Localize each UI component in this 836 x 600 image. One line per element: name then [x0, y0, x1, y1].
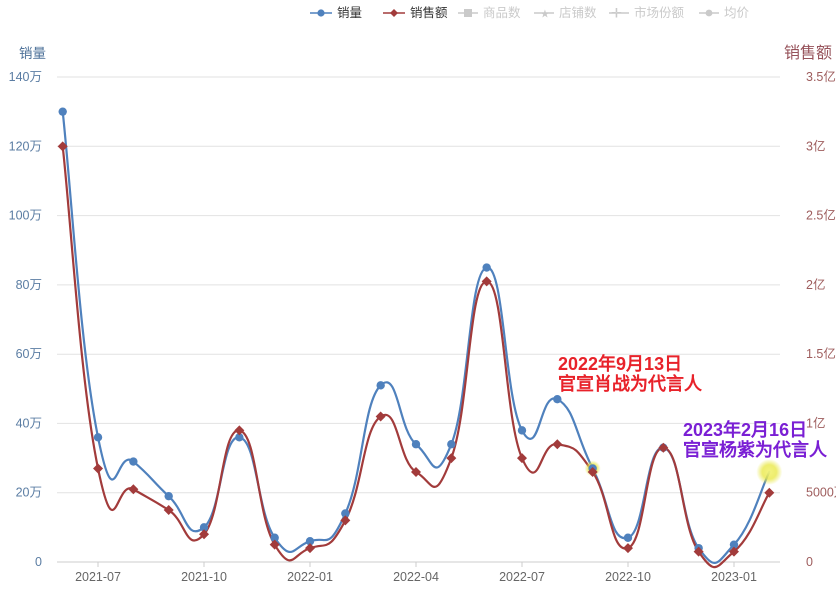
svg-text:官宣肖战为代言人: 官宣肖战为代言人: [558, 373, 703, 394]
svg-text:店铺数: 店铺数: [559, 5, 597, 20]
svg-text:销量: 销量: [337, 6, 362, 20]
svg-text:商品数: 商品数: [483, 5, 521, 20]
svg-text:0: 0: [35, 555, 42, 569]
svg-text:2023-01: 2023-01: [711, 570, 757, 584]
svg-text:3亿: 3亿: [806, 138, 825, 153]
svg-text:销量: 销量: [19, 46, 46, 61]
svg-text:✛: ✛: [611, 6, 622, 21]
svg-text:100万: 100万: [9, 209, 42, 223]
svg-text:1.5亿: 1.5亿: [806, 346, 836, 361]
svg-text:2022-10: 2022-10: [605, 570, 651, 584]
svg-text:销售额: 销售额: [410, 5, 448, 20]
svg-text:40万: 40万: [16, 416, 42, 430]
svg-text:1亿: 1亿: [806, 415, 825, 430]
svg-text:60万: 60万: [16, 347, 42, 361]
svg-text:140万: 140万: [9, 70, 42, 84]
svg-text:2022-01: 2022-01: [287, 570, 333, 584]
svg-text:2022年9月13日: 2022年9月13日: [558, 353, 682, 374]
svg-text:3.5亿: 3.5亿: [806, 69, 836, 84]
svg-text:2亿: 2亿: [806, 277, 825, 292]
svg-text:0: 0: [806, 555, 813, 569]
svg-text:2021-07: 2021-07: [75, 570, 121, 584]
svg-text:2022-04: 2022-04: [393, 570, 439, 584]
svg-text:2021-10: 2021-10: [181, 570, 227, 584]
svg-text:市场份额: 市场份额: [634, 5, 685, 20]
svg-text:2023年2月16日: 2023年2月16日: [683, 419, 807, 440]
svg-text:80万: 80万: [16, 278, 42, 292]
svg-text:120万: 120万: [9, 139, 42, 153]
svg-text:销售额: 销售额: [784, 44, 832, 62]
svg-text:均价: 均价: [724, 6, 750, 20]
svg-text:20万: 20万: [16, 486, 42, 500]
svg-text:2022-07: 2022-07: [499, 570, 545, 584]
svg-text:★: ★: [540, 9, 550, 21]
svg-text:5000万: 5000万: [806, 486, 836, 500]
svg-text:官宣杨紫为代言人: 官宣杨紫为代言人: [683, 439, 828, 460]
svg-text:2.5亿: 2.5亿: [806, 208, 836, 223]
